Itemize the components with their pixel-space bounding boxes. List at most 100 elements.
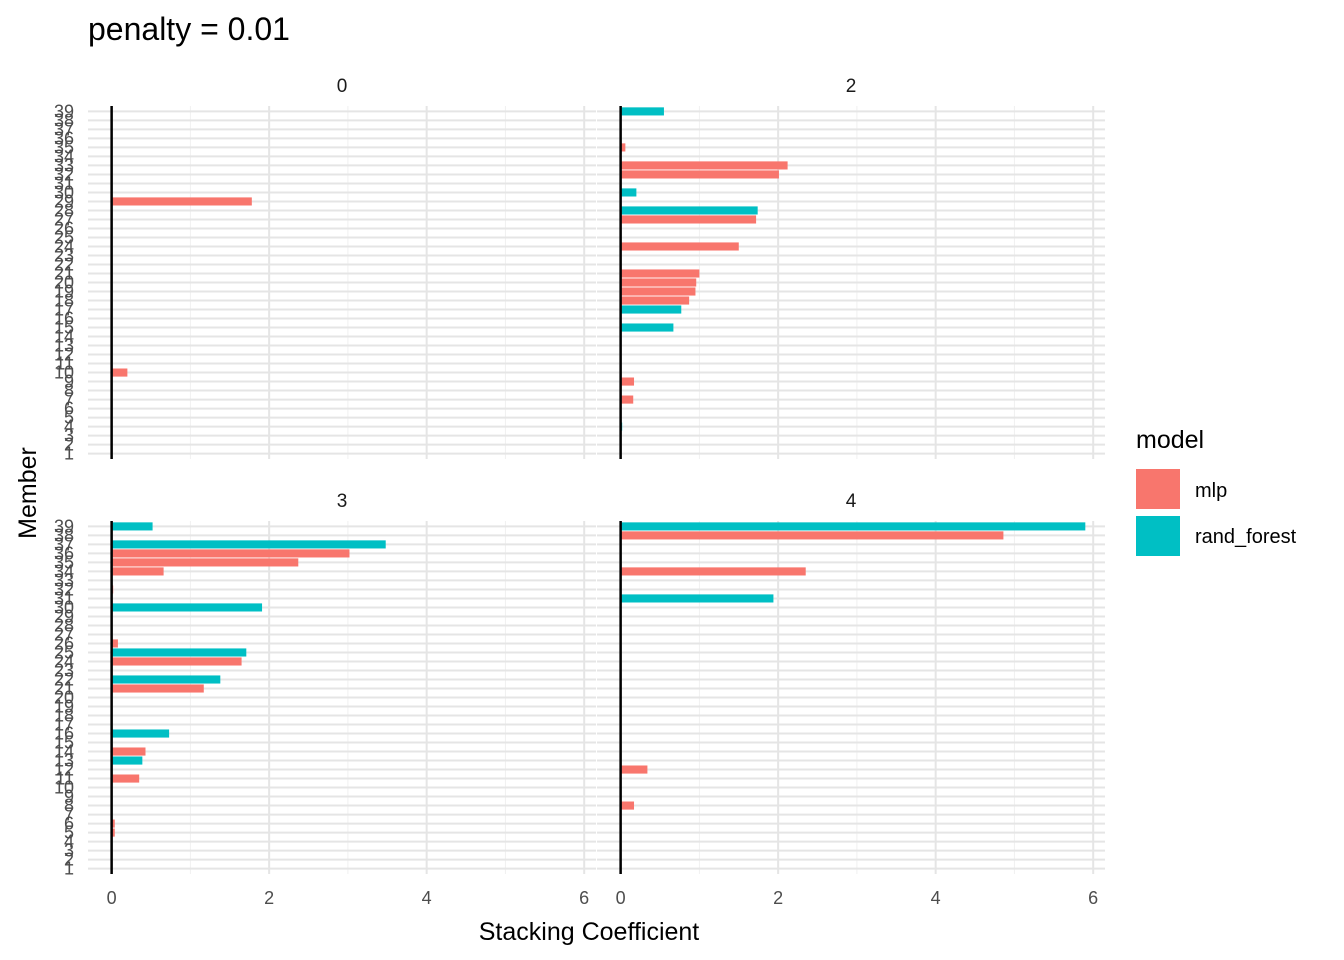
bar-member-39-rand_forest — [111, 522, 153, 531]
facet-strip-label: 2 — [846, 76, 857, 97]
bar-member-10-mlp — [111, 368, 128, 377]
bar-member-30-rand_forest — [620, 188, 637, 197]
y-tick-label: 13 — [54, 336, 74, 356]
facet-strip-label: 0 — [337, 76, 348, 97]
y-tick-label: 27 — [54, 209, 74, 229]
y-tick-label: 16 — [54, 724, 74, 744]
y-tick-label: 19 — [54, 697, 74, 717]
y-tick-label: 34 — [54, 561, 74, 581]
y-tick-label: 18 — [54, 291, 74, 311]
legend: model mlp rand_forest — [1136, 426, 1297, 556]
y-tick-label: 4 — [64, 832, 74, 852]
bar-member-37-rand_forest — [111, 540, 386, 549]
y-tick-label: 20 — [54, 273, 74, 293]
y-tick-label: 6 — [64, 399, 74, 419]
y-tick-label: 25 — [54, 642, 74, 662]
bar-member-7-mlp — [620, 395, 634, 404]
y-tick-label: 22 — [54, 254, 74, 274]
bar-member-24-mlp — [620, 242, 739, 251]
y-tick-label: 25 — [54, 227, 74, 247]
bar-member-12-mlp — [620, 765, 648, 774]
y-tick-label: 32 — [54, 579, 74, 599]
y-tick-label: 18 — [54, 706, 74, 726]
y-axis-label: Member — [14, 447, 42, 539]
y-tick-label: 38 — [54, 110, 74, 130]
y-tick-label: 31 — [54, 173, 74, 193]
bar-member-20-mlp — [620, 278, 697, 287]
bar-member-25-rand_forest — [111, 648, 247, 657]
bar-member-21-mlp — [111, 684, 204, 693]
bar-member-34-mlp — [620, 567, 806, 576]
y-tick-label: 15 — [54, 733, 74, 753]
y-tick-label: 16 — [54, 309, 74, 329]
y-tick-label: 31 — [54, 588, 74, 608]
x-tick-label: 0 — [616, 888, 626, 908]
y-tick-label: 14 — [54, 327, 74, 347]
y-tick-label: 5 — [64, 823, 74, 843]
y-tick-label: 9 — [64, 372, 74, 392]
x-axis-label: Stacking Coefficient — [479, 918, 700, 946]
y-tick-label: 29 — [54, 191, 74, 211]
y-tick-label: 3 — [64, 426, 74, 446]
bar-member-39-rand_forest — [620, 522, 1086, 531]
y-tick-label: 9 — [64, 787, 74, 807]
y-tick-label: 10 — [54, 778, 74, 798]
y-tick-label: 26 — [54, 218, 74, 238]
y-tick-label: 4 — [64, 417, 74, 437]
y-tick-label: 26 — [54, 633, 74, 653]
bar-member-27-mlp — [620, 215, 757, 224]
y-tick-label: 19 — [54, 282, 74, 302]
y-tick-label: 1 — [64, 859, 74, 879]
y-tick-label: 14 — [54, 742, 74, 762]
y-tick-label: 34 — [54, 146, 74, 166]
bar-member-29-mlp — [111, 197, 252, 206]
bar-member-39-rand_forest — [620, 107, 664, 116]
y-tick-label: 17 — [54, 715, 74, 735]
bar-member-17-rand_forest — [620, 305, 682, 314]
bar-member-13-rand_forest — [111, 756, 143, 765]
facet-panel-0: 0123456789101112131415161718192021222324… — [54, 76, 596, 464]
y-tick-label: 28 — [54, 615, 74, 635]
x-tick-label: 4 — [931, 888, 941, 908]
bar-member-38-mlp — [620, 531, 1004, 540]
facet-panel-3: 3123456789101112131415161718192021222324… — [54, 491, 596, 908]
y-tick-label: 17 — [54, 300, 74, 320]
x-tick-label: 6 — [579, 888, 589, 908]
bar-member-19-mlp — [620, 287, 696, 296]
y-tick-label: 12 — [54, 345, 74, 365]
y-tick-label: 2 — [64, 435, 74, 455]
y-tick-label: 23 — [54, 245, 74, 265]
bar-member-28-rand_forest — [620, 206, 758, 215]
y-tick-label: 36 — [54, 543, 74, 563]
bar-member-22-rand_forest — [111, 675, 221, 684]
y-tick-label: 24 — [54, 651, 74, 671]
y-tick-label: 33 — [54, 155, 74, 175]
chart-title: penalty = 0.01 — [88, 11, 290, 47]
y-tick-label: 2 — [64, 850, 74, 870]
y-tick-label: 36 — [54, 128, 74, 148]
y-tick-label: 28 — [54, 200, 74, 220]
bar-member-35-mlp — [620, 143, 626, 152]
x-tick-label: 6 — [1088, 888, 1098, 908]
legend-key-mlp — [1136, 469, 1180, 509]
y-tick-label: 11 — [55, 354, 74, 374]
y-tick-label: 23 — [54, 660, 74, 680]
bar-member-26-mlp — [111, 639, 118, 648]
bar-member-15-rand_forest — [620, 323, 674, 332]
y-tick-label: 33 — [54, 570, 74, 590]
y-tick-label: 39 — [54, 516, 74, 536]
bar-member-32-mlp — [620, 170, 779, 179]
y-tick-label: 37 — [54, 534, 74, 554]
y-tick-label: 35 — [54, 552, 74, 572]
bar-member-36-mlp — [111, 549, 350, 558]
facet-panels: 0123456789101112131415161718192021222324… — [54, 76, 1105, 908]
y-tick-label: 39 — [54, 101, 74, 121]
y-tick-label: 20 — [54, 688, 74, 708]
bar-member-34-mlp — [111, 567, 164, 576]
y-tick-label: 27 — [54, 624, 74, 644]
x-tick-label: 2 — [264, 888, 274, 908]
y-tick-label: 15 — [54, 318, 74, 338]
y-tick-label: 3 — [64, 841, 74, 861]
bar-member-21-mlp — [620, 269, 700, 278]
